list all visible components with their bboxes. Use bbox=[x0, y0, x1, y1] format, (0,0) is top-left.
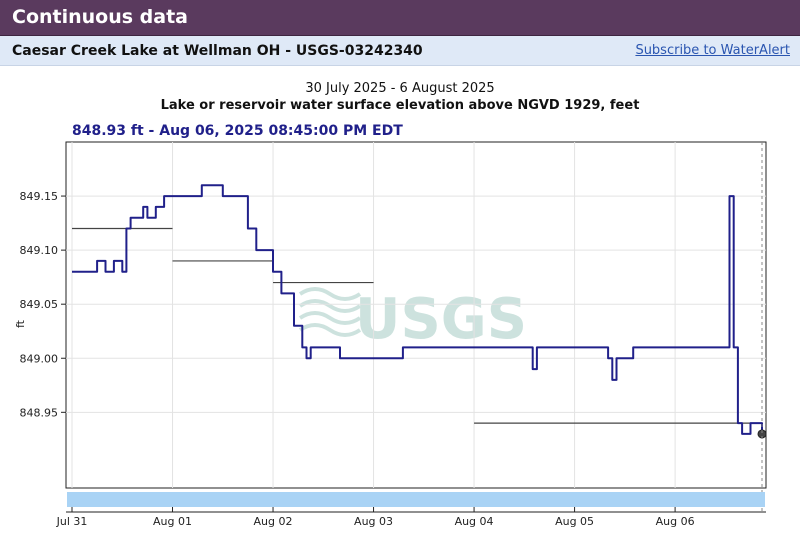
y-tick-label: 849.05 bbox=[20, 298, 59, 311]
x-tick-label: Jul 31 bbox=[56, 515, 88, 528]
watermark-text: USGS bbox=[355, 287, 527, 352]
tooltip-readout: 848.93 ft - Aug 06, 2025 08:45:00 PM EDT bbox=[72, 123, 403, 139]
plot-frame bbox=[65, 141, 767, 489]
x-tick-label: Aug 04 bbox=[455, 515, 494, 528]
y-tick-label: 849.00 bbox=[20, 352, 59, 365]
series-group bbox=[72, 184, 767, 439]
x-axis: Jul 31 Aug 01 Aug 02 Aug 03 Aug 04 Aug 05 Aug … bbox=[56, 507, 766, 528]
app-header: Continuous data bbox=[0, 0, 800, 36]
brush-bar[interactable] bbox=[67, 492, 765, 507]
y-tick-label: 849.15 bbox=[20, 190, 59, 203]
x-tick-label: Aug 02 bbox=[254, 515, 293, 528]
statistic-lines bbox=[72, 227, 762, 424]
series-line bbox=[72, 184, 763, 435]
subscribe-link[interactable]: Subscribe to WaterAlert bbox=[635, 43, 790, 58]
x-tick-label: Aug 05 bbox=[555, 515, 594, 528]
y-axis-label: ft bbox=[14, 319, 27, 328]
usgs-wave-icon bbox=[298, 287, 362, 337]
hydrograph-chart[interactable]: 30 July 2025 - 6 August 2025 Lake or res… bbox=[0, 66, 800, 534]
page-title: Continuous data bbox=[12, 6, 189, 28]
x-tick-label: Aug 01 bbox=[153, 515, 192, 528]
x-tick-label: Aug 03 bbox=[354, 515, 393, 528]
chart-title: Lake or reservoir water surface elevatio… bbox=[161, 98, 640, 113]
x-tick-label: Aug 06 bbox=[656, 515, 695, 528]
site-name: Caesar Creek Lake at Wellman OH - USGS-0… bbox=[12, 43, 423, 59]
y-tick-label: 848.95 bbox=[20, 406, 59, 419]
y-axis: 848.95 849.00 849.05 849.10 849.15 bbox=[20, 190, 66, 419]
y-tick-label: 849.10 bbox=[20, 244, 59, 257]
watermark: USGS bbox=[298, 287, 527, 352]
chart-subtitle: 30 July 2025 - 6 August 2025 bbox=[305, 81, 494, 96]
site-bar: Caesar Creek Lake at Wellman OH - USGS-0… bbox=[0, 36, 800, 66]
